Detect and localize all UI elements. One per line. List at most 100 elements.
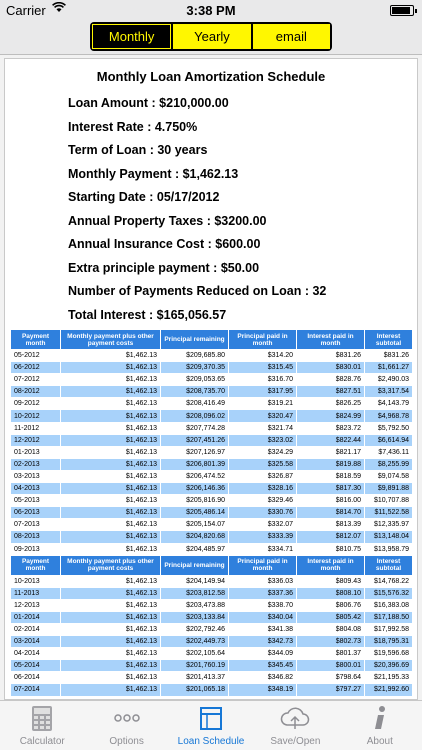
table-cell: $10,707.88 (364, 494, 413, 508)
table-cell: $1,462.13 (60, 530, 161, 544)
tab-calculator[interactable]: Calculator (0, 701, 84, 750)
column-header: Interest paid in month (296, 554, 365, 576)
table-cell: 10-2012 (10, 409, 61, 423)
table-cell: 06-2014 (10, 671, 61, 685)
table-cell: 04-2013 (10, 482, 61, 496)
tab-loan-schedule[interactable]: Loan Schedule (169, 701, 253, 750)
table-cell: $801.37 (296, 647, 365, 661)
table-cell: $1,661.27 (364, 361, 413, 375)
column-header: Payment month (10, 329, 61, 350)
table-cell: 08-2012 (10, 385, 61, 399)
table-cell: $202,792.46 (160, 622, 229, 637)
table-cell: $1,462.13 (60, 361, 161, 375)
table-header-row: Payment month Monthly payment plus other … (10, 554, 413, 576)
battery-icon (390, 5, 417, 16)
table-row: 04-2014 $1,462.13 $202,105.64 $344.09 $801.3… (10, 647, 413, 661)
column-header: Principal remaining (160, 554, 229, 576)
table-cell: $804.08 (296, 622, 365, 637)
tab-options[interactable]: Options (84, 701, 168, 750)
column-header: Principal paid in month (228, 554, 297, 576)
segment-yearly[interactable]: Yearly (173, 24, 251, 49)
table-cell: $1,462.13 (60, 494, 161, 508)
table-cell: $329.46 (228, 494, 297, 508)
column-header: Payment month (10, 554, 61, 576)
table-cell: $344.09 (228, 647, 297, 661)
table-cell: $4,143.79 (364, 397, 413, 411)
table-cell: $1,462.13 (60, 635, 161, 649)
column-header: Monthly payment plus other payment costs (60, 554, 161, 576)
table-cell: $208,096.02 (160, 409, 229, 423)
table-cell: $206,146.36 (160, 482, 229, 496)
table-cell: $21,992.60 (364, 683, 413, 697)
table-row: 06-2013 $1,462.13 $205,486.14 $330.76 $814.7… (10, 506, 413, 520)
table-cell: $810.75 (296, 542, 365, 556)
table-row: 02-2013 $1,462.13 $206,801.39 $325.58 $819.8… (10, 457, 413, 471)
table-cell: 12-2012 (10, 433, 61, 447)
table-cell: $207,451.26 (160, 433, 229, 447)
table-cell: $1,462.13 (60, 683, 161, 697)
table-cell: $206,474.52 (160, 469, 229, 484)
table-cell: $17,188.50 (364, 610, 413, 624)
table-cell: $822.44 (296, 433, 365, 447)
table-row: 10-2012 $1,462.13 $208,096.02 $320.47 $824.9… (10, 409, 413, 423)
table-cell: $202,105.64 (160, 647, 229, 661)
table-cell: 02-2013 (10, 457, 61, 471)
schedule-title: Monthly Loan Amortization Schedule (96, 69, 326, 84)
table-cell: $314.20 (228, 348, 297, 363)
table-cell: $826.25 (296, 397, 365, 411)
segment-email[interactable]: email (252, 24, 330, 49)
table-cell: $202,449.73 (160, 635, 229, 649)
table-cell: $9,074.58 (364, 469, 413, 484)
table-row: 05-2012 $1,462.13 $209,685.80 $314.20 $831.2… (10, 348, 413, 363)
table-cell: $205,816.90 (160, 494, 229, 508)
table-cell: $205,154.07 (160, 518, 229, 532)
table-cell: $203,473.88 (160, 598, 229, 612)
cloud-icon (281, 707, 310, 729)
tab-about[interactable]: About (338, 701, 422, 750)
segment-monthly[interactable]: Monthly (92, 24, 172, 49)
column-header: Principal remaining (160, 329, 229, 350)
table-cell: $324.29 (228, 445, 297, 459)
table-row: 04-2013 $1,462.13 $206,146.36 $328.16 $817.3… (10, 482, 413, 496)
schedule-scroll-view[interactable]: Monthly Loan Amortization Schedule Loan … (4, 58, 418, 700)
table-cell: $14,768.22 (364, 574, 413, 588)
table-cell: $827.51 (296, 385, 365, 399)
table-cell: $17,992.58 (364, 622, 413, 637)
table-cell: $1,462.13 (60, 348, 161, 363)
table-cell: 11-2013 (10, 586, 61, 600)
tab-save-open-label: Save/Open (270, 736, 321, 747)
table-row: 08-2013 $1,462.13 $204,820.68 $333.39 $812.0… (10, 530, 413, 544)
table-cell: $8,255.99 (364, 457, 413, 471)
ellipsis-icon (113, 714, 140, 722)
period-segmented-control: Monthly Yearly email (90, 22, 332, 51)
table-row: 11-2012 $1,462.13 $207,774.28 $321.74 $823.7… (10, 421, 413, 435)
table-cell: 05-2012 (10, 348, 61, 363)
column-header: Monthly payment plus other payment costs (60, 329, 161, 350)
table-cell: $817.30 (296, 482, 365, 496)
table-cell: 08-2013 (10, 530, 61, 544)
table-cell: 07-2012 (10, 373, 61, 387)
table-cell: $816.00 (296, 494, 365, 508)
table-cell: $206,801.39 (160, 457, 229, 471)
interest-rate: Interest Rate : 4.750% (68, 120, 198, 134)
table-cell: $321.74 (228, 421, 297, 435)
table-cell: $831.26 (296, 348, 365, 363)
table-cell: $1,462.13 (60, 598, 161, 612)
total-interest: Total Interest : $165,056.57 (68, 308, 227, 322)
loan-term: Term of Loan : 30 years (68, 143, 208, 157)
navigation-bar: Monthly Yearly email (0, 20, 422, 55)
table-row: 06-2014 $1,462.13 $201,413.37 $346.82 $798.6… (10, 671, 413, 685)
table-cell: $1,462.13 (60, 409, 161, 423)
table-cell: $831.26 (364, 348, 413, 363)
table-cell: $808.10 (296, 586, 365, 600)
table-cell: $204,149.94 (160, 574, 229, 588)
table-cell: $18,795.31 (364, 635, 413, 649)
tab-save-open[interactable]: Save/Open (253, 701, 337, 750)
table-cell: 12-2013 (10, 598, 61, 612)
wifi-icon (52, 1, 66, 16)
monthly-payment: Monthly Payment : $1,462.13 (68, 167, 239, 181)
table-row: 07-2014 $1,462.13 $201,065.18 $348.19 $797.2… (10, 683, 413, 697)
table-cell: $334.71 (228, 542, 297, 556)
table-cell: 09-2012 (10, 397, 61, 411)
table-cell: $805.42 (296, 610, 365, 624)
